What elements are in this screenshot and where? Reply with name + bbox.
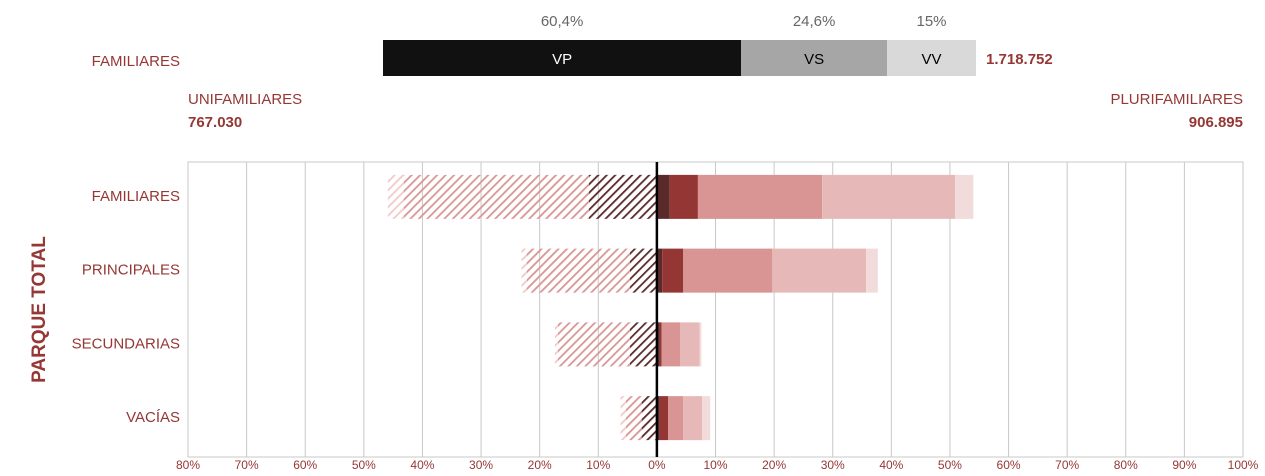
x-tick-label: 20% xyxy=(762,458,786,472)
right-title: PLURIFAMILIARES xyxy=(1110,91,1243,108)
x-tick-label: 0% xyxy=(648,458,666,472)
category-label: PRINCIPALES xyxy=(82,262,180,279)
y-title: PARQUE TOTAL xyxy=(29,236,50,383)
segment-label: VP xyxy=(552,51,572,68)
bar-segment xyxy=(641,396,657,441)
bar-segment xyxy=(554,322,558,367)
x-tick-label: 100% xyxy=(1228,458,1259,472)
bar-segment xyxy=(955,174,974,219)
bar-segment xyxy=(521,248,527,293)
x-tick-label: 30% xyxy=(821,458,845,472)
bar-segment xyxy=(662,248,684,293)
bar-segment xyxy=(625,396,642,441)
bar-segment xyxy=(668,396,684,441)
row-label: FAMILIARES xyxy=(92,53,180,70)
x-tick-label: 70% xyxy=(1055,458,1079,472)
bar-segment xyxy=(659,322,662,367)
left-total: 767.030 xyxy=(188,114,242,131)
x-tick-label: 30% xyxy=(469,458,493,472)
value-label: 60,4% xyxy=(541,13,584,30)
x-tick-label: 50% xyxy=(938,458,962,472)
category-label: FAMILIARES xyxy=(92,188,180,205)
bar-segment xyxy=(387,174,404,219)
right-total: 906.895 xyxy=(1189,114,1243,131)
x-tick-label: 80% xyxy=(1114,458,1138,472)
bar-segment xyxy=(629,322,657,367)
bar-segment xyxy=(822,174,956,219)
x-tick-label: 50% xyxy=(352,458,376,472)
value-label: 24,6% xyxy=(793,13,836,30)
x-tick-label: 10% xyxy=(586,458,610,472)
bar-segment xyxy=(683,248,773,293)
bar-segment xyxy=(772,248,867,293)
bar-segment xyxy=(620,396,626,441)
category-label: VACÍAS xyxy=(126,409,180,426)
bar-segment xyxy=(699,322,702,367)
bar-segment xyxy=(669,174,698,219)
bar-segment xyxy=(588,174,657,219)
total-label: 1.718.752 xyxy=(986,51,1053,68)
x-tick-label: 60% xyxy=(997,458,1021,472)
segment xyxy=(887,40,976,76)
bar-segment xyxy=(656,396,660,441)
segment xyxy=(383,40,742,76)
bar-segment xyxy=(659,396,669,441)
x-tick-label: 80% xyxy=(176,458,200,472)
left-title: UNIFAMILIARES xyxy=(188,91,302,108)
category-label: SECUNDARIAS xyxy=(72,335,180,352)
bar-segment xyxy=(661,322,681,367)
bar-segment xyxy=(656,174,670,219)
bar-segment xyxy=(629,248,657,293)
value-label: 15% xyxy=(917,13,947,30)
bar-segment xyxy=(683,396,703,441)
x-tick-label: 60% xyxy=(293,458,317,472)
bar-segment xyxy=(557,322,630,367)
x-tick-label: 40% xyxy=(410,458,434,472)
segment-label: VS xyxy=(804,51,824,68)
x-tick-label: 10% xyxy=(703,458,727,472)
bar-segment xyxy=(403,174,589,219)
bar-segment xyxy=(697,174,823,219)
segment-label: VV xyxy=(922,51,942,68)
bar-segment xyxy=(680,322,700,367)
x-tick-label: 20% xyxy=(528,458,552,472)
bar-segment xyxy=(656,248,663,293)
bar-segment xyxy=(526,248,630,293)
x-tick-label: 40% xyxy=(879,458,903,472)
bar-segment xyxy=(656,322,660,367)
segment xyxy=(741,40,888,76)
x-tick-label: 70% xyxy=(235,458,259,472)
x-tick-label: 90% xyxy=(1172,458,1196,472)
bar-segment xyxy=(702,396,711,441)
bar-segment xyxy=(866,248,878,293)
